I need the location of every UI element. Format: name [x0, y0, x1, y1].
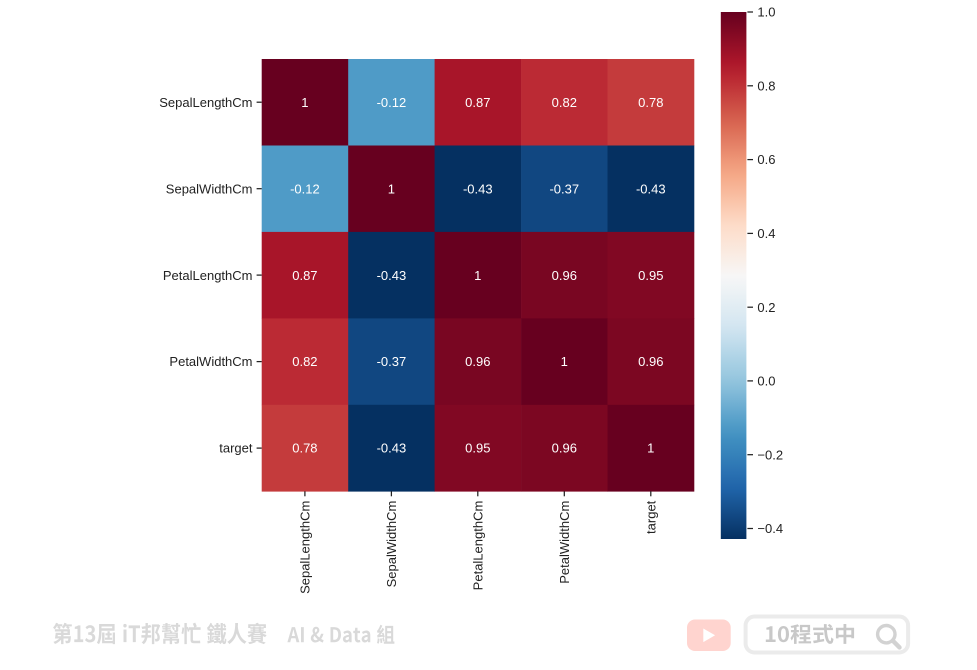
svg-text:0.87: 0.87 — [465, 95, 490, 110]
svg-text:0.95: 0.95 — [465, 441, 490, 456]
svg-text:0.82: 0.82 — [292, 354, 317, 369]
svg-text:SepalWidthCm: SepalWidthCm — [166, 181, 253, 196]
svg-text:0.87: 0.87 — [292, 268, 317, 283]
svg-text:-0.12: -0.12 — [290, 181, 320, 196]
svg-text:-0.37: -0.37 — [549, 181, 579, 196]
svg-text:1: 1 — [561, 354, 568, 369]
svg-text:0.96: 0.96 — [638, 354, 663, 369]
svg-text:PetalLengthCm: PetalLengthCm — [470, 501, 485, 591]
svg-text:PetalWidthCm: PetalWidthCm — [557, 501, 572, 584]
svg-text:1: 1 — [388, 181, 395, 196]
svg-text:0.96: 0.96 — [465, 354, 490, 369]
svg-text:SepalLengthCm: SepalLengthCm — [159, 95, 252, 110]
svg-text:-0.12: -0.12 — [377, 95, 407, 110]
svg-text:-0.43: -0.43 — [377, 268, 407, 283]
svg-text:target: target — [643, 500, 658, 534]
svg-text:−0.4: −0.4 — [757, 521, 783, 536]
svg-text:1: 1 — [301, 95, 308, 110]
svg-text:0.0: 0.0 — [757, 374, 775, 389]
svg-text:-0.43: -0.43 — [636, 181, 666, 196]
svg-text:SepalLengthCm: SepalLengthCm — [298, 501, 313, 594]
svg-text:target: target — [219, 441, 253, 456]
svg-text:0.96: 0.96 — [552, 441, 577, 456]
svg-text:0.96: 0.96 — [552, 268, 577, 283]
svg-text:PetalLengthCm: PetalLengthCm — [163, 268, 253, 283]
svg-text:0.2: 0.2 — [757, 300, 775, 315]
svg-text:0.82: 0.82 — [552, 95, 577, 110]
svg-text:0.6: 0.6 — [757, 152, 775, 167]
svg-text:1.0: 1.0 — [757, 5, 775, 20]
svg-text:0.95: 0.95 — [638, 268, 663, 283]
svg-text:-0.43: -0.43 — [463, 181, 493, 196]
svg-text:0.8: 0.8 — [757, 78, 775, 93]
svg-text:0.4: 0.4 — [757, 226, 775, 241]
svg-text:SepalWidthCm: SepalWidthCm — [384, 501, 399, 588]
svg-text:PetalWidthCm: PetalWidthCm — [169, 354, 252, 369]
svg-text:-0.37: -0.37 — [377, 354, 407, 369]
svg-text:0.78: 0.78 — [292, 441, 317, 456]
svg-text:−0.2: −0.2 — [757, 447, 783, 462]
svg-text:1: 1 — [647, 441, 654, 456]
svg-text:-0.43: -0.43 — [377, 441, 407, 456]
svg-text:1: 1 — [474, 268, 481, 283]
svg-text:0.78: 0.78 — [638, 95, 663, 110]
